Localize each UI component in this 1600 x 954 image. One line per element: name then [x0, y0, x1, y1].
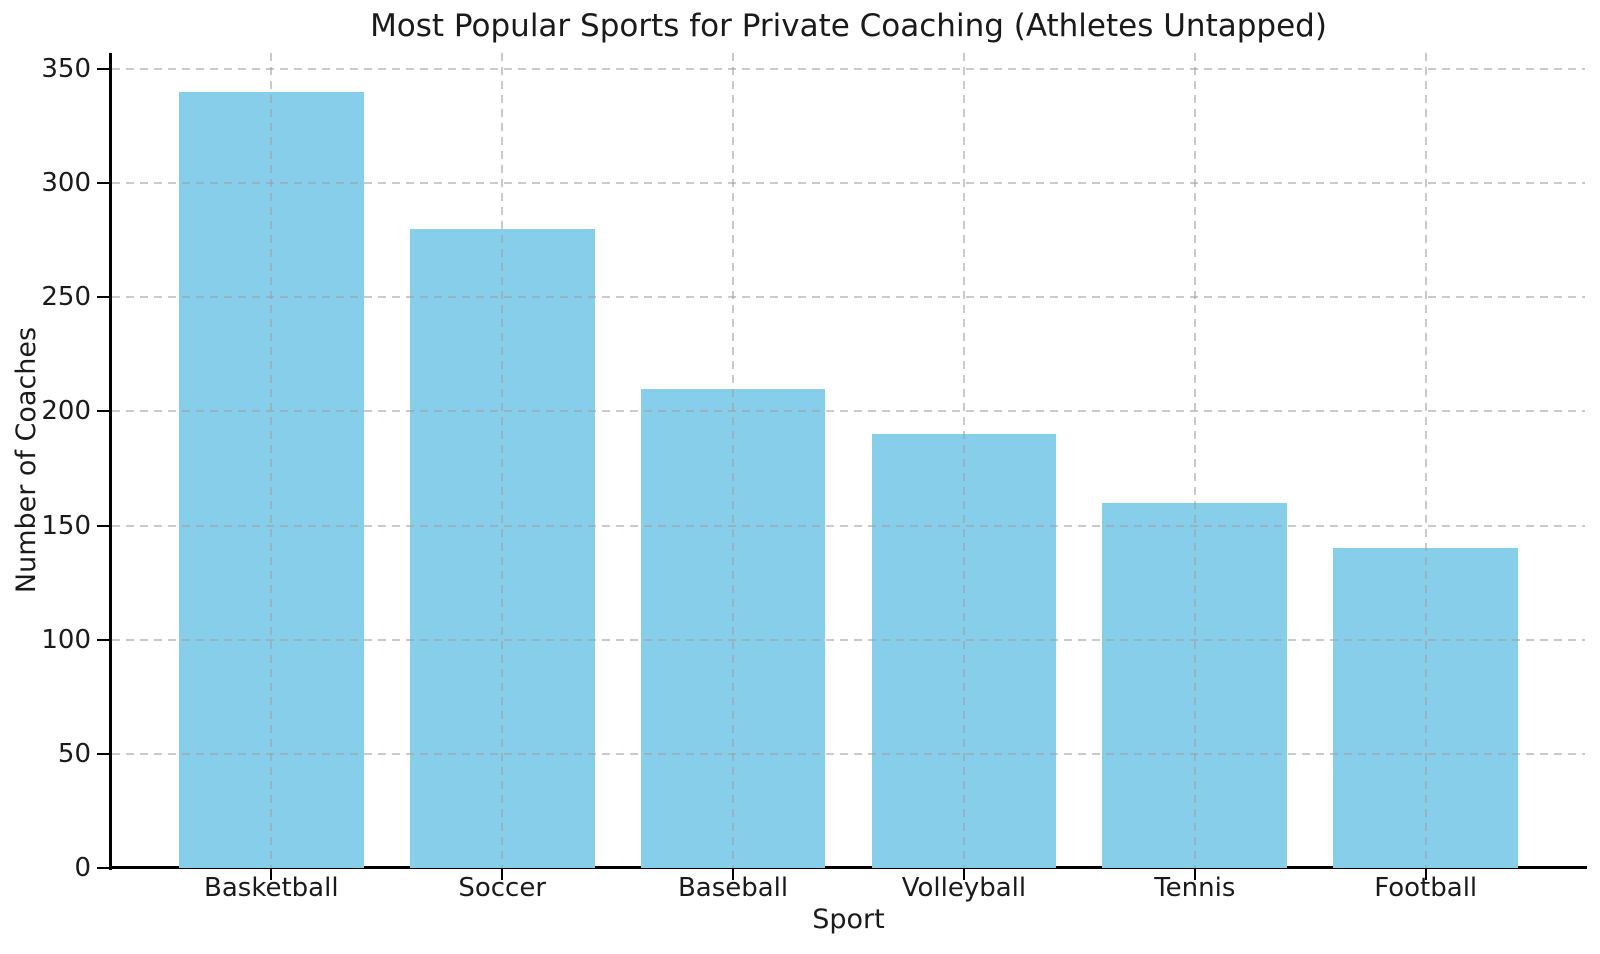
v-gridline-volleyball: [962, 53, 965, 868]
x-tick-label: Basketball: [204, 873, 339, 903]
x-tick-mark: [501, 869, 504, 880]
y-tick-mark: [97, 182, 109, 185]
y-tick-label: 200: [41, 396, 91, 427]
x-tick-mark: [270, 869, 273, 880]
x-tick-label: Baseball: [677, 873, 789, 903]
v-gridline-baseball: [732, 53, 735, 868]
v-gridline-tennis: [1193, 53, 1196, 868]
y-tick-mark: [97, 67, 109, 70]
y-tick-label: 0: [74, 853, 91, 883]
x-tick-mark: [962, 869, 965, 880]
y-tick-mark: [97, 410, 109, 413]
chart-title: Most Popular Sports for Private Coaching…: [370, 8, 1327, 44]
x-tick-mark: [732, 869, 735, 880]
y-tick-mark: [97, 296, 109, 299]
v-gridline-basketball: [270, 53, 273, 868]
x-tick-label: Volleyball: [901, 873, 1027, 903]
y-tick-mark: [97, 524, 109, 527]
y-tick-label: 250: [41, 282, 91, 313]
plot-area: [112, 53, 1585, 868]
y-tick-label: 350: [41, 53, 91, 84]
h-gridline-200: [112, 410, 1585, 413]
y-tick-label: 150: [41, 510, 91, 541]
x-tick-label: Tennis: [1154, 873, 1236, 903]
h-gridline-150: [112, 524, 1585, 527]
h-gridline-50: [112, 752, 1585, 755]
h-gridline-250: [112, 296, 1585, 299]
x-tick-mark: [1424, 869, 1427, 880]
y-axis-label: Number of Coaches: [11, 326, 42, 594]
y-tick-label: 50: [57, 738, 91, 769]
y-tick-label: 100: [41, 624, 91, 655]
h-gridline-300: [112, 182, 1585, 185]
h-gridline-100: [112, 638, 1585, 641]
x-axis-label: Sport: [812, 904, 885, 935]
v-gridline-soccer: [501, 53, 504, 868]
x-tick-label: Soccer: [458, 873, 547, 903]
y-tick-label: 300: [41, 168, 91, 199]
y-axis-spine: [109, 53, 112, 870]
y-tick-mark: [97, 752, 109, 755]
x-tick-label: Football: [1374, 873, 1478, 903]
v-gridline-football: [1424, 53, 1427, 868]
y-tick-mark: [97, 638, 109, 641]
x-tick-mark: [1193, 869, 1196, 880]
x-axis-spine: [109, 866, 1587, 869]
y-tick-mark: [97, 867, 109, 869]
h-gridline-350: [112, 67, 1585, 70]
